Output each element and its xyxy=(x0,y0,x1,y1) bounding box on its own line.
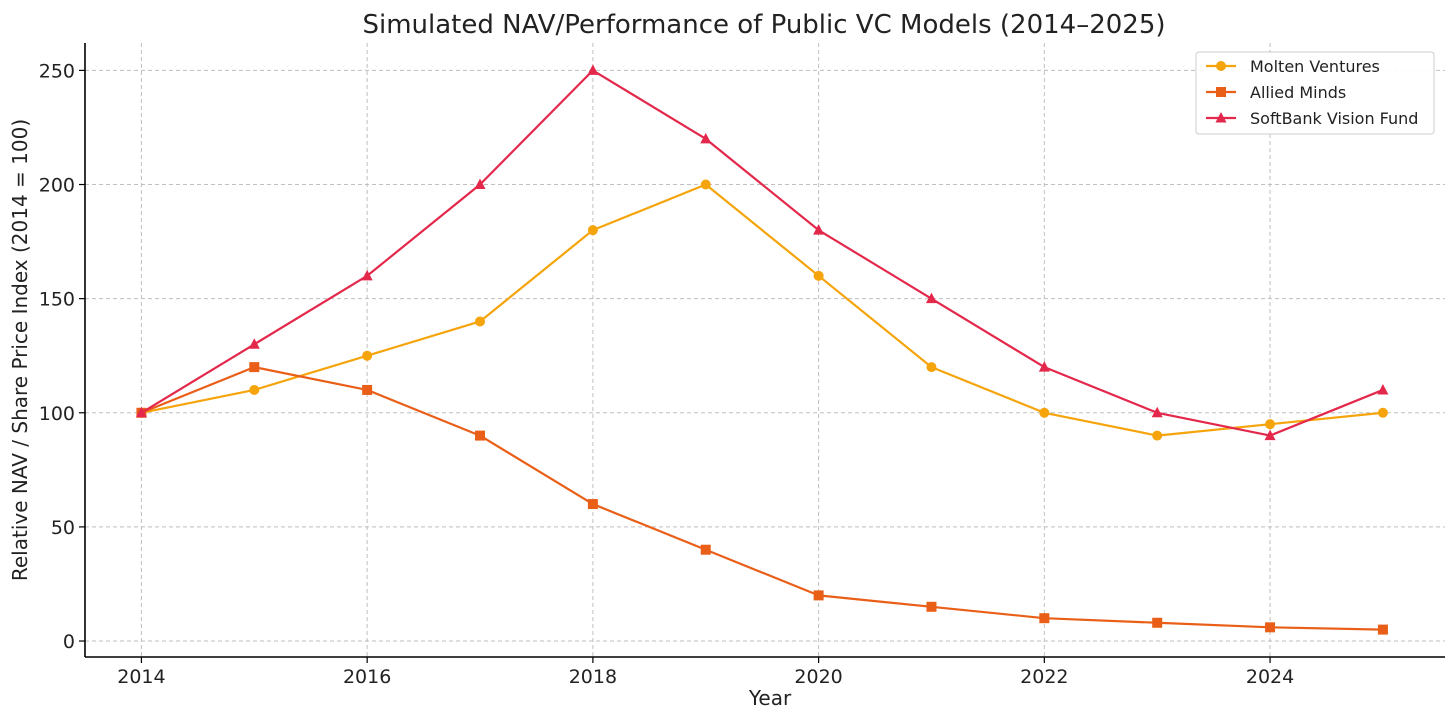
legend-label: Allied Minds xyxy=(1250,83,1346,102)
legend-item: Allied Minds xyxy=(1206,83,1346,102)
data-point xyxy=(700,132,712,144)
legend-marker xyxy=(1216,87,1226,97)
series-line xyxy=(141,366,1383,631)
ticks: 2014 2016 2018 2020 2022 2024 0 50 100 150 200 250 xyxy=(39,60,1295,688)
data-point xyxy=(249,362,260,373)
data-point xyxy=(1265,622,1276,633)
data-point xyxy=(1151,406,1163,418)
data-point xyxy=(362,384,373,395)
series-softbank-vision-fund xyxy=(135,64,1389,441)
legend-marker xyxy=(1216,61,1226,71)
series-line xyxy=(140,69,1384,437)
data-point xyxy=(926,601,937,612)
y-tick-label: 250 xyxy=(39,60,75,82)
grid xyxy=(85,43,1445,657)
data-point xyxy=(1152,430,1163,441)
legend-label: SoftBank Vision Fund xyxy=(1250,109,1418,128)
data-point xyxy=(135,406,147,418)
legend: Molten Ventures Allied Minds SoftBank Visi… xyxy=(1195,51,1435,135)
data-point xyxy=(1152,617,1163,628)
data-point xyxy=(926,362,937,373)
x-tick-label: 2016 xyxy=(343,666,391,688)
legend-box xyxy=(1195,51,1435,135)
data-point xyxy=(1265,419,1276,430)
legend-item: SoftBank Vision Fund xyxy=(1206,109,1418,128)
y-tick-label: 150 xyxy=(39,289,75,311)
data-point xyxy=(1377,407,1388,418)
y-tick-label: 0 xyxy=(63,631,75,653)
series-line xyxy=(141,183,1384,437)
x-axis-label: Year xyxy=(748,686,792,710)
x-tick-label: 2014 xyxy=(117,666,165,688)
legend-marker xyxy=(1215,112,1227,123)
data-point xyxy=(475,430,486,441)
chart-title: Simulated NAV/Performance of Public VC M… xyxy=(362,10,1165,40)
series-allied-minds xyxy=(136,362,1388,635)
data-point xyxy=(475,316,486,327)
data-point xyxy=(813,224,825,235)
data-point xyxy=(1377,624,1388,635)
x-tick-label: 2024 xyxy=(1246,666,1294,688)
data-point xyxy=(249,384,260,395)
data-point xyxy=(587,499,598,510)
x-tick-label: 2022 xyxy=(1020,666,1068,688)
data-point xyxy=(1264,429,1276,441)
data-point xyxy=(1039,407,1050,418)
legend-label: Molten Ventures xyxy=(1250,57,1380,76)
data-point xyxy=(1039,613,1050,624)
data-point xyxy=(362,350,373,361)
data-point xyxy=(1038,361,1050,372)
legend-item: Molten Ventures xyxy=(1206,57,1380,76)
data-point xyxy=(248,338,260,349)
data-point xyxy=(813,270,824,281)
data-point xyxy=(587,64,599,75)
data-point xyxy=(1377,383,1389,395)
x-tick-label: 2018 xyxy=(569,666,617,688)
y-tick-label: 200 xyxy=(39,175,75,197)
series-molten-ventures xyxy=(136,179,1388,441)
y-axis-label: Relative NAV / Share Price Index (2014 =… xyxy=(8,119,32,581)
series-layer xyxy=(135,64,1389,635)
data-point xyxy=(587,225,598,236)
x-tick-label: 2020 xyxy=(794,666,842,688)
data-point xyxy=(925,292,937,304)
data-point xyxy=(361,269,373,281)
data-point xyxy=(474,178,486,190)
data-point xyxy=(700,179,711,190)
y-tick-label: 50 xyxy=(51,517,75,539)
y-tick-label: 100 xyxy=(39,403,75,425)
data-point xyxy=(700,544,711,555)
data-point xyxy=(813,590,824,601)
